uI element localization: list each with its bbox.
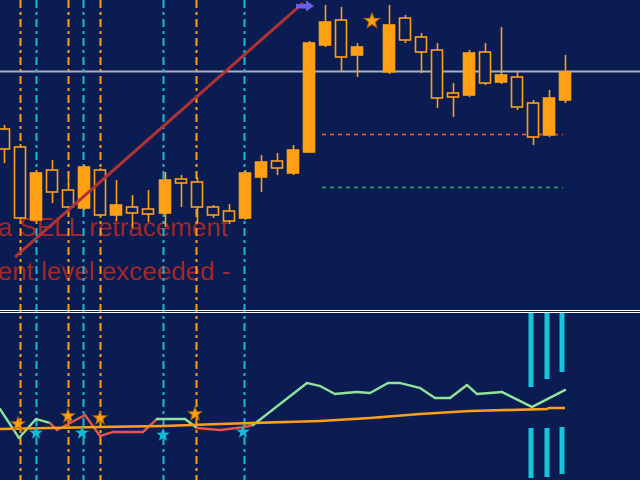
trend-line — [14, 1, 304, 259]
candle-body — [109, 204, 123, 216]
fast-line-segment — [530, 388, 567, 409]
fast-line-segment — [195, 426, 222, 432]
fast-line-segment — [34, 417, 52, 425]
fast-line-segment — [500, 390, 520, 402]
candle-body — [174, 178, 188, 184]
fast-line-segment — [448, 383, 469, 400]
candle-body — [382, 24, 396, 73]
fast-line-segment — [183, 417, 199, 430]
fast-line-segment — [355, 390, 372, 395]
candle-body — [77, 166, 91, 209]
histogram-bar — [559, 427, 565, 474]
fast-line-segment — [218, 425, 247, 432]
candle-body — [334, 19, 348, 58]
fast-line-segment — [305, 381, 322, 388]
candle-body — [318, 21, 332, 46]
fast-line-segment — [83, 413, 102, 438]
indicator-fast-line — [0, 381, 567, 440]
fast-line-segment — [343, 390, 359, 395]
candle-body — [430, 49, 444, 99]
histogram-bar — [559, 313, 565, 372]
price-panel-stars — [363, 11, 381, 29]
indicator-panel-stars — [9, 405, 250, 441]
fast-line-segment — [475, 390, 504, 396]
cyan-star-icon — [29, 426, 43, 439]
fast-line-segment — [465, 383, 479, 396]
retracement-level-exceeded-label: ent level exceeded - — [0, 256, 231, 286]
candle-body — [0, 128, 11, 150]
candle-body — [398, 17, 412, 41]
fast-line-segment — [516, 398, 534, 409]
candle-body — [61, 189, 75, 208]
candle-body — [93, 169, 107, 216]
candle-body — [45, 169, 59, 193]
vertical-session-lines — [19, 0, 246, 480]
candle-body — [13, 146, 27, 219]
indicator-slow-line — [0, 406, 565, 431]
horizontal-lines — [0, 70, 640, 189]
candle-body — [206, 206, 220, 216]
panel-separator — [0, 310, 640, 313]
candle-body — [254, 161, 268, 178]
candle-body — [29, 172, 43, 221]
cyan-star-icon — [75, 426, 89, 439]
orange-star-icon — [59, 407, 77, 423]
candle-body — [141, 208, 155, 215]
histogram-bar — [544, 313, 550, 379]
fast-line-segment — [98, 430, 115, 438]
cyan-star-icon — [236, 425, 250, 438]
indicator-histogram — [528, 313, 565, 478]
fast-line-segment — [0, 407, 21, 440]
candle-body — [190, 181, 204, 208]
candle-body — [446, 92, 460, 98]
candle-body — [462, 52, 476, 96]
histogram-bar — [544, 428, 550, 477]
fast-line-segment — [333, 391, 347, 396]
candle-body — [478, 51, 492, 84]
candle-body — [542, 97, 556, 136]
candle-body — [158, 179, 172, 214]
orange-star-icon — [91, 409, 109, 425]
candle-body — [558, 71, 572, 101]
trend-arrow-icon — [296, 0, 314, 12]
candle-body — [222, 210, 236, 222]
candle-body — [238, 172, 252, 219]
orange-star-icon — [9, 415, 27, 431]
fast-line-segment — [318, 384, 337, 396]
candle-body — [125, 206, 139, 214]
candle-body — [526, 102, 540, 138]
histogram-bar — [528, 313, 534, 387]
candle-body — [494, 74, 508, 83]
fast-line-segment — [251, 381, 309, 427]
candle-body — [510, 76, 524, 108]
candle-body — [350, 46, 364, 56]
candle-body — [414, 36, 428, 53]
candle-body — [302, 42, 316, 153]
candle-body — [270, 160, 284, 169]
cyan-star-icon — [156, 428, 170, 441]
candle-body — [286, 149, 300, 174]
fast-line-segment — [418, 386, 437, 400]
candles — [0, 5, 572, 228]
orange-star-icon — [186, 405, 204, 421]
fast-line-segment — [398, 381, 422, 390]
fast-line-segment — [368, 381, 390, 395]
fast-line-segment — [243, 423, 255, 429]
orange-star-icon — [363, 11, 381, 29]
histogram-bar — [528, 428, 534, 478]
